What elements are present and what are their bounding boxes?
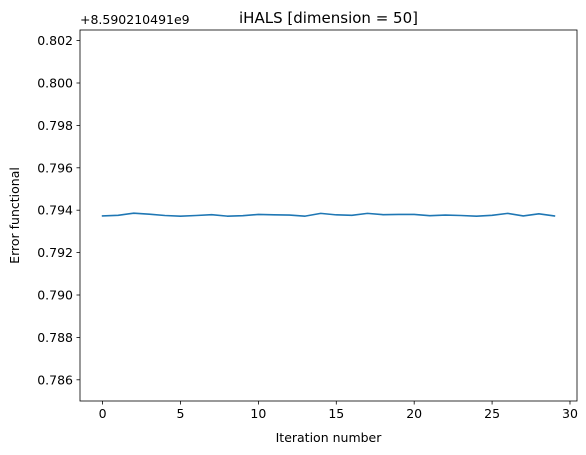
x-tick-label: 30 bbox=[562, 406, 578, 421]
y-tick-label: 0.802 bbox=[37, 33, 73, 48]
x-tick-label: 0 bbox=[99, 406, 107, 421]
y-tick-label: 0.800 bbox=[37, 76, 73, 91]
y-tick-label: 0.788 bbox=[37, 330, 73, 345]
plot-frame bbox=[79, 29, 578, 402]
x-axis-label: Iteration number bbox=[276, 430, 383, 445]
chart-title: iHALS [dimension = 50] bbox=[239, 9, 418, 27]
y-tick-label: 0.796 bbox=[37, 160, 73, 175]
x-tick-label: 25 bbox=[484, 406, 500, 421]
y-tick-label: 0.798 bbox=[37, 118, 73, 133]
plot-area bbox=[80, 30, 577, 401]
y-axis-offset-text: +8.590210491e9 bbox=[80, 12, 190, 27]
x-tick-label: 5 bbox=[177, 406, 185, 421]
y-tick-label: 0.792 bbox=[37, 245, 73, 260]
y-tick-label: 0.786 bbox=[37, 372, 73, 387]
y-axis-label: Error functional bbox=[7, 167, 22, 264]
x-tick-label: 15 bbox=[328, 406, 344, 421]
y-tick-label: 0.794 bbox=[37, 203, 73, 218]
series-layer bbox=[101, 212, 556, 217]
x-tick-label: 20 bbox=[406, 406, 422, 421]
series-line bbox=[101, 212, 556, 217]
ticks-layer: 0 5 10 15 20 25 30 0.786 0.788 0.790 0.792 0.794 0.7… bbox=[37, 33, 578, 421]
x-tick-label: 10 bbox=[250, 406, 266, 421]
y-tick-label: 0.790 bbox=[37, 288, 73, 303]
